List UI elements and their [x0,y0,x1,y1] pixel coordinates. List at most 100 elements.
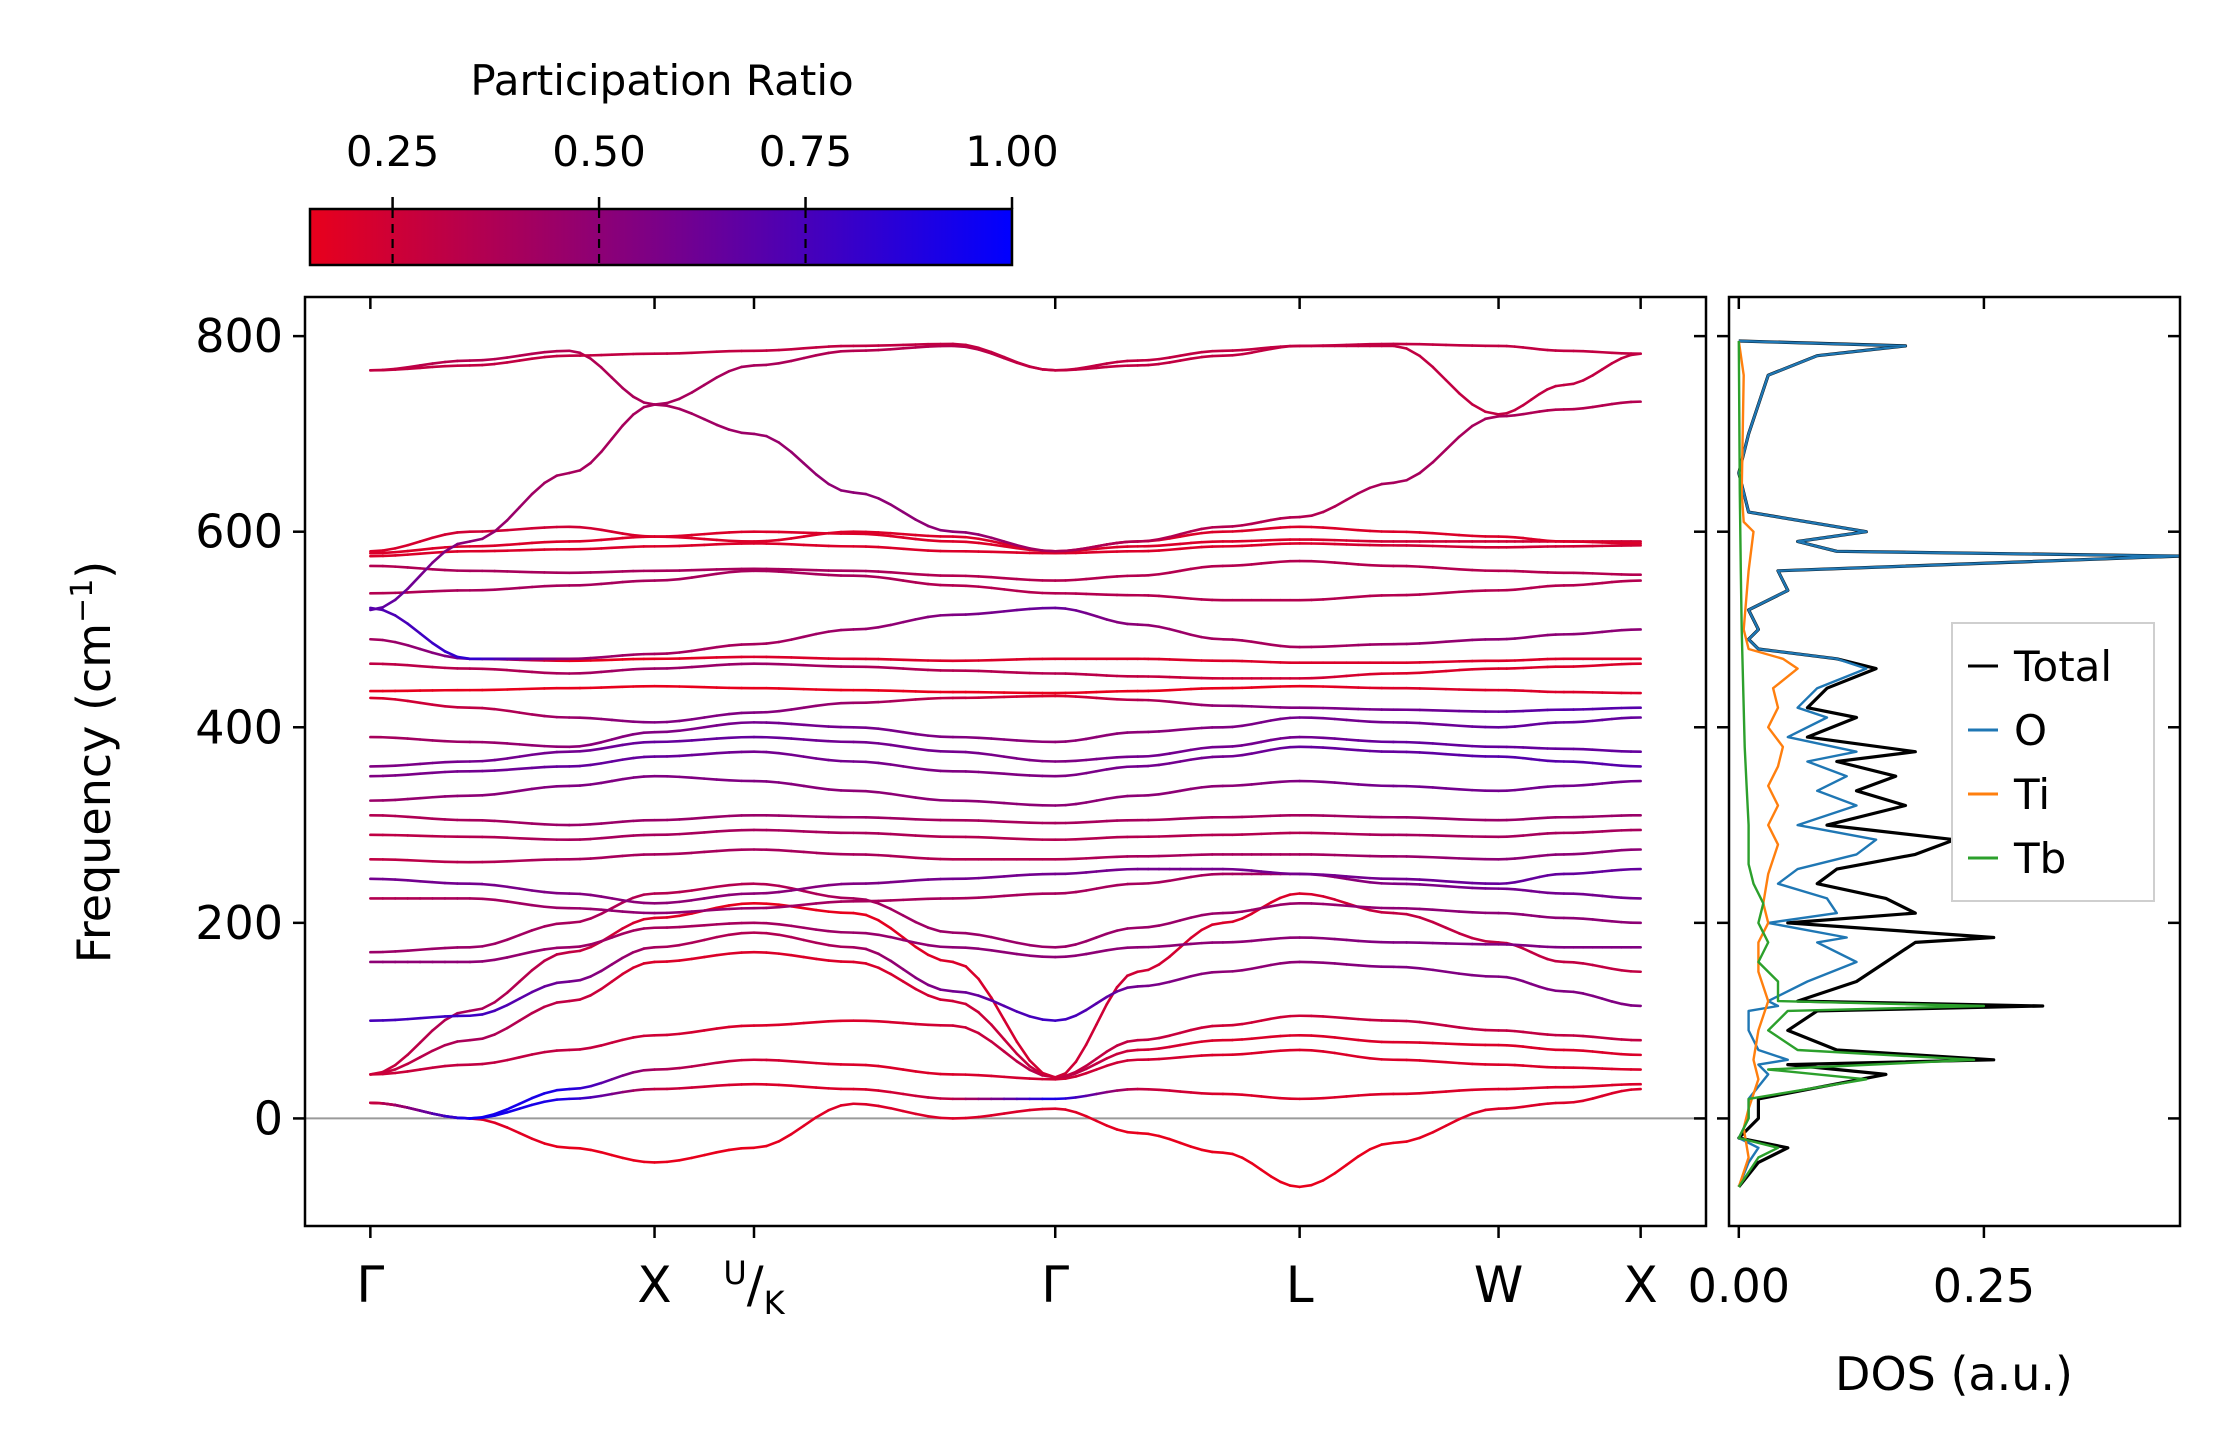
band-segment [1084,1057,1098,1068]
band-segment [814,883,830,889]
band-segment [1405,564,1421,568]
band-segment [1115,882,1129,887]
band-segment [443,654,459,660]
band-segment [727,951,743,955]
band-segment [889,1090,905,1096]
band-segment [901,571,917,576]
band-segment [1600,402,1614,407]
band-segment [1572,632,1585,636]
band-segment [1126,1058,1139,1062]
band-segment [1444,639,1461,644]
band-segment [1168,919,1182,925]
band-segment [1115,731,1129,735]
band-segment [418,1029,434,1044]
band-segment [493,883,509,889]
band-segment [443,881,459,885]
band-segment [1250,1094,1263,1098]
band-segment [1200,755,1214,760]
band-segment [567,349,582,355]
band-segment [1136,623,1150,627]
band-segment [599,366,614,379]
band-segment [665,832,681,836]
band-segment [964,750,980,755]
band-kpoint-ticks: Γ X U/K Γ L W X [356,297,1658,1322]
band-segment [977,947,993,952]
band-segment [690,897,706,902]
band-segment [914,1112,930,1118]
band-segment [1095,1090,1109,1096]
band-segment [543,584,559,588]
band-segment [1444,909,1461,913]
band-segment [852,1102,868,1106]
band-segment [1095,733,1109,739]
band-segment [578,716,592,720]
band-segment [589,856,603,860]
band-segment [1178,1141,1193,1148]
band-segment [1538,584,1549,589]
band-segment [1028,365,1044,371]
band-segment [1240,351,1253,356]
band-segment [1250,1161,1263,1172]
band-segment [864,532,880,537]
band-segment [665,775,681,779]
band-segment [727,931,743,937]
band-segment [1546,348,1558,352]
band-segment [599,835,614,840]
band-segment [914,878,930,882]
band-segment [1095,1050,1109,1061]
band-segment [1146,945,1161,949]
band-segment [1457,1112,1474,1121]
band-segment [578,1046,592,1051]
band-segment [1356,748,1372,753]
band-segment [1095,885,1109,890]
band-segment [480,1112,496,1119]
band-segment [1581,631,1594,635]
dos-curve-tb [1737,340,1986,1188]
band-segment [518,836,534,841]
band-segment [1505,637,1517,641]
band-segment [493,956,509,962]
band-segment [1028,1064,1044,1076]
band-segment [530,1100,546,1107]
band-segment [493,519,509,533]
band-segment [914,537,930,542]
band-segment [1581,405,1594,410]
band-segment [1178,567,1193,573]
band-segment [715,751,731,755]
band-segment [1333,937,1348,942]
band-segment [889,854,905,859]
band-segment [765,750,781,755]
band-segment [1333,1036,1348,1041]
band-segment [1310,872,1325,876]
band-segment [1444,435,1461,451]
band-segment [589,538,603,543]
band-segment [1084,820,1098,824]
band-segment [1431,1059,1448,1064]
band-segment [1095,869,1109,873]
band-segment [1157,594,1171,599]
band-segment [1095,575,1109,580]
band-segment [589,526,603,532]
band-segment [914,766,930,772]
band-segment [468,1116,484,1120]
band-segment [1189,1040,1203,1045]
band-segment [1431,531,1448,536]
band-segment [599,745,614,751]
band-segment [1146,357,1161,362]
band-segment [1095,797,1109,802]
band-segment [1250,740,1263,746]
band-segment [1231,1092,1244,1097]
band-segment [578,671,592,675]
band-segment [1200,971,1214,976]
band-segment [518,787,534,793]
band-segment [631,853,646,857]
band-segment [1288,892,1301,896]
band-segment [406,574,422,591]
band-segment [543,671,559,675]
band-segment [926,539,942,543]
band-segment [702,885,719,890]
band-segment [765,721,781,725]
band-segment [1178,787,1193,793]
band-segment [1610,1089,1623,1095]
